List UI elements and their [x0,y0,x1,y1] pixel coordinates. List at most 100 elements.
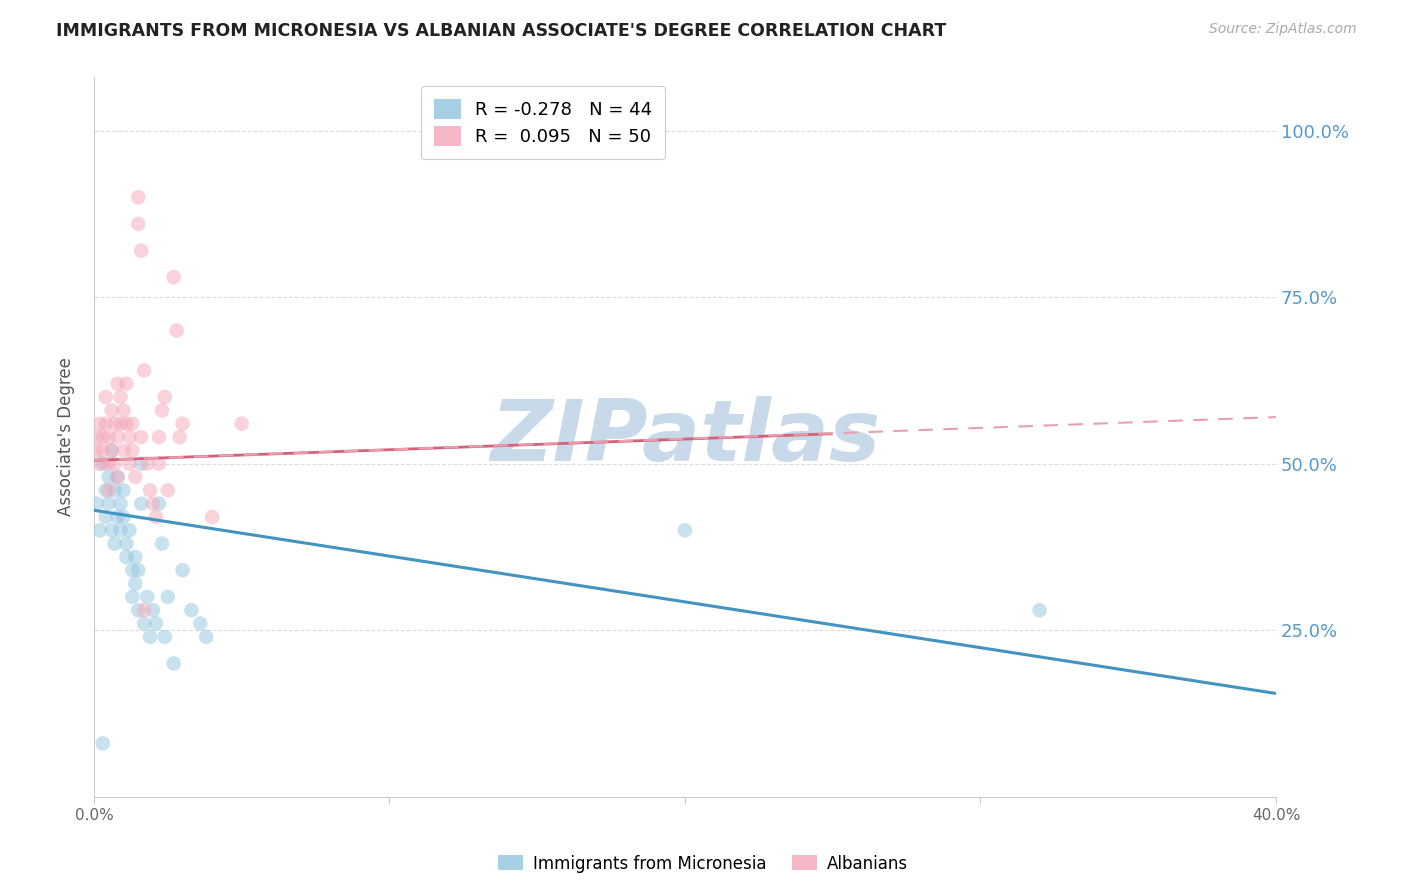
Point [89,457,111,471]
Point [94,417,117,431]
Point [129,430,152,444]
Point [201,510,224,524]
Point [153,390,176,404]
Point [115,417,138,431]
Point [142,497,165,511]
Point [107,376,129,391]
Point [124,549,146,564]
Y-axis label: Associate's Degree: Associate's Degree [58,358,75,516]
Point [100,443,122,458]
Point [97,470,120,484]
Text: IMMIGRANTS FROM MICRONESIA VS ALBANIAN ASSOCIATE'S DEGREE CORRELATION CHART: IMMIGRANTS FROM MICRONESIA VS ALBANIAN A… [56,22,946,40]
Point [112,403,135,417]
Point [104,457,127,471]
Point [153,630,176,644]
Point [172,417,194,431]
Point [112,443,135,458]
Legend: R = -0.278   N = 44, R =  0.095   N = 50: R = -0.278 N = 44, R = 0.095 N = 50 [422,87,665,159]
Text: Source: ZipAtlas.com: Source: ZipAtlas.com [1209,22,1357,37]
Point [118,523,141,537]
Point [91,457,114,471]
Point [94,483,117,498]
Point [156,483,179,498]
Point [1028,603,1050,617]
Point [148,497,170,511]
Point [150,403,173,417]
Point [148,430,170,444]
Point [94,510,117,524]
Point [97,497,120,511]
Point [163,657,186,671]
Text: ZIPatlas: ZIPatlas [489,395,880,478]
Point [145,616,167,631]
Point [166,324,188,338]
Point [127,190,149,204]
Point [107,470,129,484]
Legend: Immigrants from Micronesia, Albanians: Immigrants from Micronesia, Albanians [492,848,914,880]
Point [148,457,170,471]
Point [124,470,146,484]
Point [129,497,152,511]
Point [94,390,117,404]
Point [91,736,114,750]
Point [86,430,108,444]
Point [112,483,135,498]
Point [91,443,114,458]
Point [118,430,141,444]
Point [188,616,211,631]
Point [115,549,138,564]
Point [136,590,159,604]
Point [86,497,108,511]
Point [139,630,162,644]
Point [134,603,156,617]
Point [89,417,111,431]
Point [110,497,132,511]
Point [195,630,218,644]
Point [180,603,202,617]
Point [145,510,167,524]
Point [139,483,162,498]
Point [129,244,152,258]
Point [115,376,138,391]
Point [97,457,120,471]
Point [136,457,159,471]
Point [107,470,129,484]
Point [118,457,141,471]
Point [121,443,143,458]
Point [110,417,132,431]
Point [163,270,186,285]
Point [231,417,253,431]
Point [673,523,696,537]
Point [121,590,143,604]
Point [150,536,173,550]
Point [86,443,108,458]
Point [89,523,111,537]
Point [104,417,127,431]
Point [134,616,156,631]
Point [124,576,146,591]
Point [127,563,149,577]
Point [121,563,143,577]
Point [110,523,132,537]
Point [97,430,120,444]
Point [115,536,138,550]
Point [104,483,127,498]
Point [100,443,122,458]
Point [112,510,135,524]
Point [129,457,152,471]
Point [127,603,149,617]
Point [172,563,194,577]
Point [100,523,122,537]
Point [107,430,129,444]
Point [104,536,127,550]
Point [121,417,143,431]
Point [134,363,156,377]
Point [97,483,120,498]
Point [127,217,149,231]
Point [107,510,129,524]
Point [142,603,165,617]
Point [169,430,191,444]
Point [110,390,132,404]
Point [100,403,122,417]
Point [156,590,179,604]
